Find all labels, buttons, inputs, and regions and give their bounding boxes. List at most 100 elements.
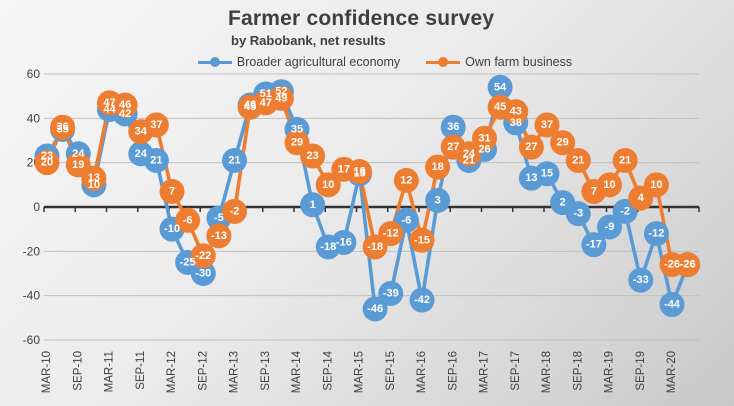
data-label: 21 bbox=[572, 154, 584, 166]
data-label: 15 bbox=[541, 168, 553, 180]
data-label: 23 bbox=[41, 150, 53, 162]
x-tick-label: MAR-17 bbox=[479, 351, 491, 393]
x-tick-label: SEP-18 bbox=[572, 351, 584, 391]
data-point bbox=[268, 85, 294, 111]
data-label: 42 bbox=[119, 108, 131, 120]
data-label: -2 bbox=[230, 205, 240, 217]
data-point bbox=[222, 198, 247, 224]
x-tick-label: MAR-11 bbox=[104, 351, 116, 392]
legend-label: Broader agricultural economy bbox=[236, 55, 401, 69]
data-label: 21 bbox=[619, 154, 631, 166]
data-point bbox=[565, 147, 591, 173]
legend-label: Own farm business bbox=[465, 55, 573, 69]
y-tick-label: -60 bbox=[23, 333, 41, 347]
x-tick-label: SEP-17 bbox=[510, 351, 522, 391]
data-point bbox=[643, 172, 669, 198]
data-label: -12 bbox=[383, 228, 399, 240]
data-label: 24 bbox=[72, 148, 85, 160]
data-label: 7 bbox=[169, 185, 175, 197]
data-label: 17 bbox=[338, 163, 350, 175]
data-label: -30 bbox=[195, 268, 211, 280]
data-point bbox=[362, 296, 388, 322]
x-tick-label: SEP-16 bbox=[447, 351, 459, 391]
data-point bbox=[565, 201, 591, 227]
data-point bbox=[190, 261, 216, 287]
data-label: 3 bbox=[435, 194, 441, 206]
x-axis-labels: MAR-10 SEP-10 MAR-11 SEP-11 MAR-12 SEP-12 MAR-… bbox=[41, 350, 678, 393]
data-label: 10 bbox=[603, 179, 615, 191]
data-point bbox=[675, 252, 701, 278]
data-label: -18 bbox=[320, 241, 336, 253]
data-point bbox=[659, 292, 685, 318]
x-tick-label: MAR-12 bbox=[166, 351, 178, 393]
data-point bbox=[425, 187, 451, 213]
data-point bbox=[581, 232, 607, 258]
data-label: 10 bbox=[322, 179, 334, 191]
data-point bbox=[456, 141, 482, 167]
data-label: -15 bbox=[414, 234, 430, 246]
data-label: -6 bbox=[183, 214, 193, 226]
data-label: 2 bbox=[560, 197, 566, 209]
data-point bbox=[112, 92, 138, 118]
data-label: 23 bbox=[307, 150, 319, 162]
data-label: 20 bbox=[41, 157, 53, 169]
data-point bbox=[597, 172, 622, 198]
data-label: -33 bbox=[633, 274, 649, 286]
data-point bbox=[222, 147, 247, 173]
data-point bbox=[503, 99, 529, 125]
data-label: 4 bbox=[638, 192, 645, 204]
data-label: -44 bbox=[664, 299, 681, 311]
data-label: 15 bbox=[353, 168, 365, 180]
data-point bbox=[393, 167, 419, 193]
data-point bbox=[612, 147, 638, 173]
data-label: 12 bbox=[400, 174, 412, 186]
data-label: 35 bbox=[57, 123, 69, 135]
line-marker-icon bbox=[426, 56, 461, 68]
data-label: 37 bbox=[541, 119, 553, 131]
data-label: -6 bbox=[401, 214, 411, 226]
legend-item-own-farm-business: Own farm business bbox=[426, 55, 572, 69]
y-tick-label: -20 bbox=[23, 244, 41, 258]
y-tick-label: 40 bbox=[27, 111, 41, 125]
data-point bbox=[534, 112, 560, 138]
data-point bbox=[143, 147, 169, 173]
data-point bbox=[409, 227, 435, 253]
legend-item-broader-agricultural-economy: Broader agricultural economy bbox=[197, 55, 401, 69]
data-label: 27 bbox=[525, 141, 537, 153]
data-point bbox=[315, 172, 341, 198]
data-point bbox=[472, 125, 497, 151]
data-point-markers bbox=[34, 74, 701, 322]
data-point bbox=[597, 214, 622, 240]
x-tick-label: MAR-20 bbox=[666, 351, 678, 393]
x-axis bbox=[43, 205, 700, 212]
data-label: -26 bbox=[680, 259, 696, 271]
data-point bbox=[550, 130, 576, 156]
x-tick-label: SEP-10 bbox=[72, 351, 84, 391]
data-label: -10 bbox=[164, 223, 180, 235]
data-label: 24 bbox=[135, 148, 148, 160]
data-point bbox=[425, 154, 451, 180]
data-label: 21 bbox=[150, 154, 162, 166]
data-point bbox=[487, 74, 513, 100]
data-point bbox=[300, 143, 326, 169]
data-point bbox=[300, 192, 326, 218]
data-point bbox=[175, 207, 201, 233]
data-label: 47 bbox=[260, 97, 272, 109]
data-label: 21 bbox=[228, 154, 240, 166]
data-point bbox=[331, 229, 357, 255]
data-label: 10 bbox=[88, 179, 100, 191]
data-label: 16 bbox=[353, 166, 365, 178]
data-point bbox=[143, 112, 169, 138]
data-label: 38 bbox=[510, 117, 522, 129]
data-label: 1 bbox=[310, 199, 316, 211]
y-tick-label: 60 bbox=[27, 67, 41, 81]
data-label: -42 bbox=[414, 294, 430, 306]
data-point bbox=[518, 134, 544, 160]
data-label: -13 bbox=[211, 230, 227, 242]
data-label: -3 bbox=[573, 208, 583, 220]
data-label: 49 bbox=[275, 92, 287, 104]
data-label: 35 bbox=[291, 123, 303, 135]
x-tick-label: SEP-19 bbox=[635, 351, 647, 391]
data-label: 24 bbox=[463, 148, 476, 160]
